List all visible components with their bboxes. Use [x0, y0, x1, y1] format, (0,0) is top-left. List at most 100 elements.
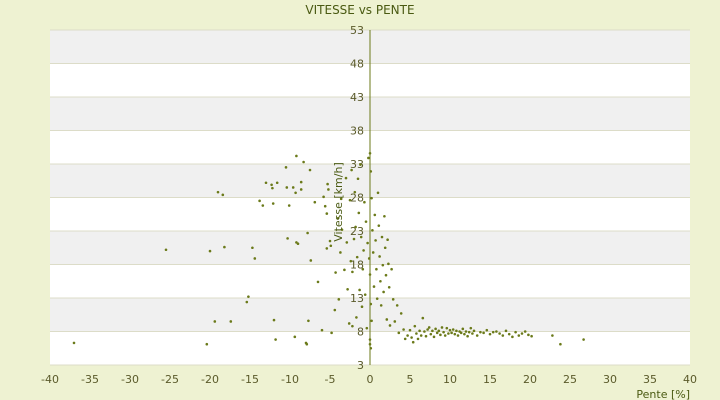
- data-point: [443, 334, 447, 337]
- data-point: [360, 305, 364, 309]
- data-point: [504, 329, 508, 333]
- data-point: [374, 239, 377, 242]
- data-point: [299, 188, 303, 191]
- data-point: [439, 333, 442, 337]
- data-point: [353, 190, 357, 194]
- x-tick-labels: -40 -35 -30 -25 -20 -15 -10 -5 0 5 10 15 20 25 30 35 40: [41, 373, 697, 386]
- data-point: [333, 308, 337, 312]
- data-point: [559, 342, 562, 346]
- data-point: [313, 200, 317, 204]
- data-point: [367, 257, 371, 260]
- y-tick-label: 3: [357, 359, 364, 372]
- data-point: [323, 204, 327, 208]
- x-tick-label: -20: [201, 373, 219, 386]
- data-point: [402, 328, 405, 331]
- data-point: [378, 255, 381, 258]
- data-point: [488, 332, 492, 336]
- data-point: [274, 338, 277, 341]
- data-point: [350, 168, 353, 172]
- data-point: [523, 330, 527, 333]
- y-tick-label: 28: [350, 192, 364, 205]
- data-point: [501, 334, 505, 337]
- x-tick-label: 5: [407, 373, 414, 386]
- x-tick-label: -35: [81, 373, 99, 386]
- data-point: [551, 334, 554, 337]
- data-point: [450, 331, 453, 335]
- data-point: [363, 293, 367, 296]
- y-tick-label: 33: [350, 158, 364, 171]
- data-point: [397, 331, 401, 335]
- data-point: [327, 188, 330, 191]
- data-point: [287, 204, 291, 207]
- data-point: [408, 328, 412, 332]
- data-point: [295, 154, 298, 158]
- data-point: [413, 324, 417, 328]
- data-point: [364, 220, 368, 223]
- data-point: [320, 328, 324, 332]
- data-point: [479, 330, 482, 334]
- x-tick-label: 40: [683, 373, 697, 386]
- data-point: [369, 302, 373, 306]
- data-point: [348, 198, 352, 202]
- data-point: [371, 229, 374, 232]
- data-point: [359, 163, 362, 166]
- data-point: [466, 334, 469, 338]
- data-point: [359, 235, 363, 239]
- data-point: [419, 334, 423, 337]
- data-point: [418, 329, 421, 333]
- data-point: [383, 246, 387, 250]
- data-point: [386, 238, 389, 242]
- data-point: [383, 214, 386, 218]
- data-point: [427, 326, 431, 329]
- data-point: [373, 213, 377, 217]
- data-point: [247, 295, 250, 298]
- data-point: [368, 342, 372, 346]
- data-point: [339, 251, 342, 254]
- data-point: [349, 259, 353, 263]
- data-point: [467, 330, 471, 334]
- data-point: [448, 328, 452, 332]
- data-point: [347, 322, 351, 325]
- y-tick-label: 8: [357, 326, 364, 339]
- x-tick-label: -40: [41, 373, 59, 386]
- data-point: [285, 186, 289, 189]
- data-point: [365, 326, 369, 330]
- data-point: [216, 190, 220, 194]
- x-tick-label: 35: [643, 373, 657, 386]
- y-tick-label: 23: [350, 225, 364, 238]
- data-point: [309, 259, 313, 262]
- data-point: [445, 326, 449, 330]
- data-point: [340, 228, 344, 231]
- data-point: [399, 312, 403, 315]
- data-point: [363, 200, 366, 204]
- data-point: [482, 331, 485, 335]
- data-point: [352, 237, 356, 241]
- data-point: [370, 196, 373, 200]
- data-point: [258, 199, 261, 203]
- data-point: [455, 329, 458, 333]
- data-point: [305, 342, 309, 346]
- data-point: [421, 316, 425, 320]
- data-point: [336, 216, 340, 220]
- data-point: [387, 285, 391, 289]
- data-point: [361, 267, 365, 271]
- data-point: [253, 257, 257, 260]
- data-point: [322, 195, 325, 199]
- x-tick-label: 10: [443, 373, 457, 386]
- data-point: [391, 298, 395, 301]
- y-tick-label: 13: [350, 292, 364, 305]
- data-point: [271, 202, 275, 205]
- data-point: [357, 211, 361, 215]
- data-point: [464, 330, 468, 333]
- data-point: [351, 324, 354, 328]
- data-point: [415, 332, 418, 335]
- data-point: [72, 341, 76, 345]
- data-point: [337, 298, 341, 301]
- data-point: [370, 319, 373, 323]
- data-point: [435, 331, 439, 335]
- data-point: [271, 186, 274, 190]
- data-point: [328, 239, 332, 243]
- x-tick-label: -25: [161, 373, 179, 386]
- y-tick-label: 53: [350, 24, 364, 37]
- data-point: [302, 160, 305, 164]
